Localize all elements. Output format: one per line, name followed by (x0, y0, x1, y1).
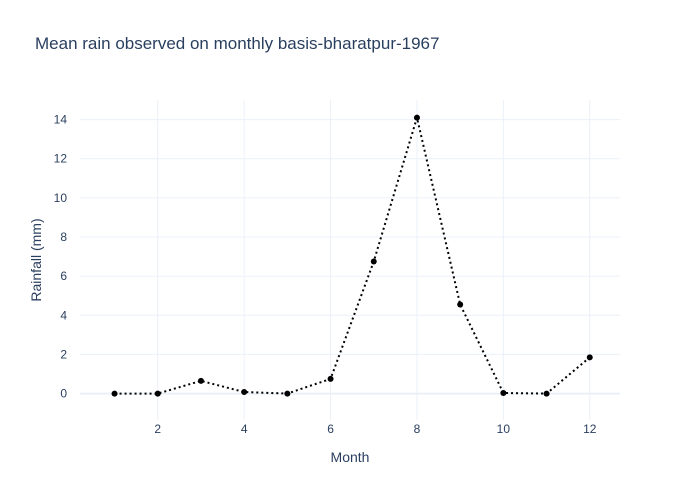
x-tick-label: 6 (327, 422, 334, 436)
x-axis-title: Month (331, 449, 370, 465)
y-tick-label: 6 (60, 269, 67, 283)
y-tick-label: 12 (54, 152, 68, 166)
x-tick-label: 2 (154, 422, 161, 436)
y-axis-title: Rainfall (mm) (28, 218, 44, 301)
grid-lines (80, 100, 620, 420)
data-point[interactable] (284, 390, 291, 397)
data-point[interactable] (197, 377, 204, 384)
data-point[interactable] (327, 375, 334, 382)
data-point[interactable] (370, 258, 377, 265)
data-point[interactable] (241, 389, 248, 396)
y-tick-label: 8 (60, 230, 67, 244)
x-tick-label: 10 (497, 422, 511, 436)
x-axis-ticks: 2 4 6 8 10 12 (154, 422, 596, 436)
x-tick-label: 8 (414, 422, 421, 436)
chart-title: Mean rain observed on monthly basis-bhar… (35, 34, 440, 53)
y-tick-label: 0 (60, 387, 67, 401)
data-point[interactable] (154, 390, 161, 397)
y-axis-ticks: 0 2 4 6 8 10 12 14 (54, 113, 68, 401)
y-tick-label: 2 (60, 347, 67, 361)
y-tick-label: 10 (54, 191, 68, 205)
y-tick-label: 14 (54, 113, 68, 127)
data-point[interactable] (543, 390, 550, 397)
y-tick-label: 4 (60, 308, 67, 322)
data-point[interactable] (457, 301, 464, 308)
x-tick-label: 4 (241, 422, 248, 436)
data-point[interactable] (111, 390, 118, 397)
data-point[interactable] (500, 389, 507, 396)
data-point[interactable] (413, 114, 420, 121)
x-tick-label: 12 (583, 422, 597, 436)
data-point[interactable] (586, 354, 593, 361)
series-line (114, 113, 591, 395)
series-line (114, 113, 591, 395)
data-markers (111, 114, 593, 397)
